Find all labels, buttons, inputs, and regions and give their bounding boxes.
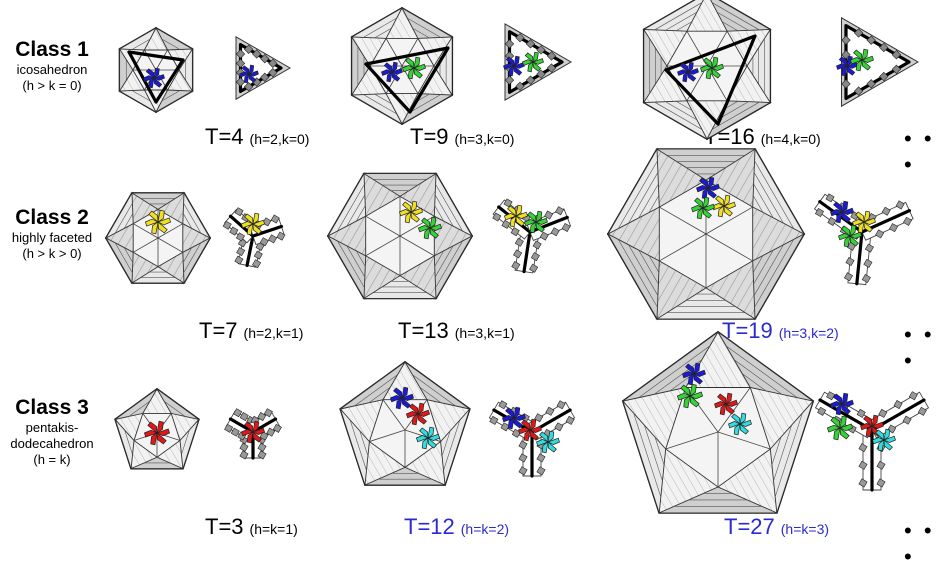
t9-face-outline <box>364 46 450 114</box>
class-title: Class 3 <box>15 396 89 419</box>
capsid-t27-capsomer-cyan <box>728 412 752 436</box>
t4-capsomer-blue <box>143 67 165 89</box>
t-label-t12: T=12 (h=k=2) <box>404 514 509 542</box>
capsid-t13 <box>326 172 474 300</box>
capsid-t13-capsomer-green <box>417 216 443 240</box>
hk-values: (h=3,k=2) <box>778 325 839 341</box>
class-condition: (h = k) <box>33 452 71 467</box>
row-label-class-1: Class 1 icosahedron (h > k = 0) <box>0 38 104 94</box>
capsid-t12-capsomer-blue <box>389 386 415 410</box>
capsid-t27-capsomer-green <box>676 383 704 409</box>
t-label-t4: T=4 (h=2,k=0) <box>205 124 309 152</box>
t-label-t19: T=19 (h=3,k=2) <box>722 318 839 346</box>
t-label-t9: T=9 (h=3,k=0) <box>410 124 514 152</box>
schematic-t12-capsomer-2 <box>536 430 560 454</box>
t-number: T=4 <box>205 124 244 149</box>
schematic-t16-capsomer-1 <box>850 48 874 72</box>
t16-face-outline <box>664 34 757 126</box>
capsid-t9-capsomer-green <box>401 56 427 80</box>
schematic-t7-capsomer-0 <box>240 212 266 236</box>
schematic-t27 <box>814 391 930 492</box>
schematic-t19 <box>813 193 914 286</box>
ellipsis-row-2: • • • <box>904 322 935 373</box>
schematic-t16-capsomer-0 <box>836 55 858 77</box>
capsid-t12 <box>339 360 471 486</box>
capsid-t12-capsomer-red <box>405 402 431 426</box>
hk-values: (h=2,k=0) <box>249 131 310 147</box>
capsid-t19-capsomer-yellow <box>712 194 736 218</box>
hk-values: (h=k=3) <box>780 521 830 537</box>
capsid-t27-capsomer-blue <box>682 362 706 386</box>
schematic-t19-capsomer-2 <box>838 224 862 248</box>
row-label-class-3: Class 3 pentakis- dodecahedron (h = k) <box>0 396 104 468</box>
schematic-t12-capsomer-1 <box>518 418 542 442</box>
class-title: Class 1 <box>15 38 89 61</box>
capsid-t27 <box>621 330 815 514</box>
capsid-t7-capsomer-yellow <box>144 209 172 235</box>
capsid-t13-capsomer-yellow <box>398 200 424 224</box>
class-description: pentakis- <box>25 420 79 435</box>
hk-values: (h=k=1) <box>249 521 298 537</box>
class-description: icosahedron <box>16 62 88 77</box>
t-number: T=27 <box>724 514 775 539</box>
t-label-t3: T=3 (h=k=1) <box>205 514 298 542</box>
t4-face-outline <box>127 50 185 104</box>
t-number: T=12 <box>404 514 455 539</box>
schematic-t13-capsomer-0 <box>503 204 528 228</box>
hk-values: (h=3,k=1) <box>454 325 515 341</box>
schematic-t4 <box>235 35 291 101</box>
schematic-t27-capsomer-3 <box>872 428 896 452</box>
hk-values: (h=3,k=0) <box>454 131 515 147</box>
capsid-t16-capsomer-blue <box>677 61 699 83</box>
row-label-class-2: Class 2 highly faceted (h > k > 0) <box>0 206 104 262</box>
schematic-t13 <box>492 198 572 274</box>
class-condition: (h > k > 0) <box>22 246 82 261</box>
capsid-t9 <box>350 6 454 126</box>
ellipsis-row-1: • • • <box>904 126 935 177</box>
t-label-t7: T=7 (h=2,k=1) <box>199 318 303 346</box>
capsid-diagrams <box>104 0 930 514</box>
capsid-t19-capsomer-blue <box>696 176 720 200</box>
schematic-t12-capsomer-0 <box>501 406 526 430</box>
capsid-t16-capsomer-green <box>700 56 724 80</box>
schematic-t27-capsomer-2 <box>860 414 884 438</box>
capsid-t19-capsomer-green <box>691 196 715 220</box>
schematic-t16 <box>841 16 919 108</box>
class-condition: (h > k = 0) <box>22 78 82 93</box>
capsid-t3-capsomer-red <box>143 420 171 446</box>
t-label-t27: T=27 (h=k=3) <box>724 514 829 542</box>
schematic-t9-capsomer-0 <box>503 55 525 77</box>
capsid-t9-capsomer-blue <box>381 61 403 83</box>
schematic-t19-capsomer-0 <box>830 200 854 224</box>
capsid-t7 <box>104 191 212 285</box>
t-number: T=7 <box>199 318 238 343</box>
schematic-t9-capsomer-1 <box>522 51 544 73</box>
schematic-t3-capsomer-0 <box>240 420 266 444</box>
hk-values: (h=4,k=0) <box>760 131 821 147</box>
t-number: T=9 <box>410 124 449 149</box>
capsid-t19 <box>606 147 806 321</box>
hk-values: (h=2,k=1) <box>243 325 304 341</box>
capsid-t12-capsomer-cyan <box>415 426 441 450</box>
t-number: T=13 <box>398 318 449 343</box>
hk-values: (h=k=2) <box>460 521 510 537</box>
schematic-t27-capsomer-1 <box>826 415 854 441</box>
class-description: highly faceted <box>11 230 93 245</box>
class-title: Class 2 <box>15 206 89 229</box>
class-description-2: dodecahedron <box>10 436 94 451</box>
schematic-t4-capsomer-0 <box>239 64 259 84</box>
schematic-t12 <box>488 400 576 478</box>
t-label-t13: T=13 (h=3,k=1) <box>398 318 515 346</box>
schematic-t27-capsomer-0 <box>830 392 854 416</box>
schematic-t13-capsomer-1 <box>524 210 548 234</box>
capsid-t27-capsomer-red <box>714 392 738 416</box>
schematic-t19-capsomer-1 <box>852 210 876 234</box>
t-number: T=19 <box>722 318 773 343</box>
t-number: T=3 <box>205 514 244 539</box>
